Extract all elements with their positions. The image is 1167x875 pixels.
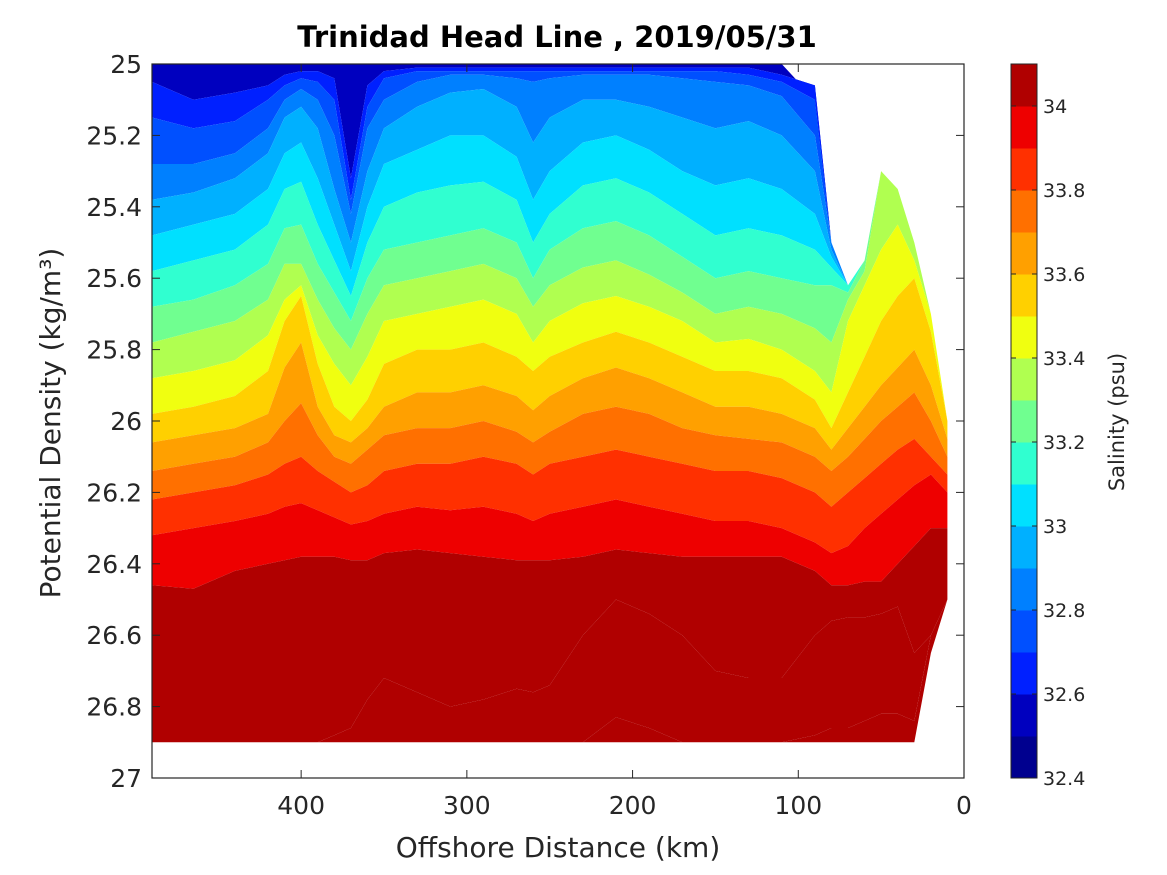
- colorbar-label: Salinity (psu): [1105, 353, 1129, 491]
- salinity-band-8: [152, 171, 948, 421]
- colorbar-swatch: [1011, 652, 1037, 695]
- y-tick-label: 25.2: [86, 121, 142, 150]
- salinity-band-11: [152, 278, 948, 450]
- y-axis-label: Potential Density (kg/m³): [34, 248, 67, 599]
- x-axis-label: Offshore Distance (km): [396, 831, 721, 864]
- colorbar-swatch: [1011, 568, 1037, 611]
- colorbar-swatch: [1011, 526, 1037, 569]
- salinity-band-7: [152, 171, 948, 421]
- x-tick-label: 0: [956, 791, 972, 820]
- colorbar-tick-label: 33.4: [1043, 348, 1085, 370]
- colorbar-swatch: [1011, 484, 1037, 527]
- colorbar-swatch: [1011, 694, 1037, 737]
- y-tick-label: 26: [110, 407, 142, 436]
- y-tick-label: 25: [110, 50, 142, 79]
- salinity-band-17: [152, 599, 948, 743]
- colorbar-swatch: [1011, 232, 1037, 275]
- colorbar-tick-label: 32.8: [1043, 600, 1085, 622]
- x-tick-label: 100: [774, 791, 822, 820]
- colorbar-tick-label: 34: [1043, 96, 1067, 118]
- colorbar-swatch: [1011, 64, 1037, 107]
- colorbar-swatch: [1011, 610, 1037, 653]
- colorbar-tick-label: 33: [1043, 516, 1067, 538]
- y-axis: 25 25.2 25.4 25.6 25.8 26 26.2 26.4 26.6 26.8 27: [86, 50, 964, 793]
- salinity-band-15: [152, 474, 948, 589]
- colorbar-swatch: [1011, 442, 1037, 485]
- x-axis: 400 300 200 100 0: [277, 64, 972, 820]
- salinity-band-6: [152, 135, 948, 421]
- colorbar-swatch: [1011, 148, 1037, 191]
- y-tick-label: 25.8: [86, 336, 142, 365]
- salinity-band-9: [152, 171, 948, 421]
- salinity-band-2: [152, 67, 948, 421]
- y-tick-label: 26.4: [86, 550, 142, 579]
- x-tick-label: 200: [609, 791, 657, 820]
- salinity-contour-fills: [152, 64, 948, 743]
- colorbar-swatch: [1011, 358, 1037, 401]
- y-tick-label: 27: [110, 764, 142, 793]
- x-tick-label: 400: [277, 791, 325, 820]
- x-tick-label: 300: [443, 791, 491, 820]
- colorbar-swatch: [1011, 400, 1037, 443]
- salinity-band-5: [152, 89, 948, 421]
- salinity-band-18: [152, 599, 948, 743]
- y-tick-label: 26.2: [86, 478, 142, 507]
- salinity-band-13: [152, 392, 948, 507]
- colorbar-tick-label: 32.6: [1043, 684, 1085, 706]
- y-tick-label: 25.4: [86, 193, 142, 222]
- colorbar-tick-label: 33.8: [1043, 180, 1085, 202]
- colorbar-swatch: [1011, 106, 1037, 149]
- colorbar-swatch: [1011, 274, 1037, 317]
- colorbar-tick-label: 33.6: [1043, 264, 1085, 286]
- colorbar-swatch: [1011, 316, 1037, 359]
- salinity-band-12: [152, 342, 948, 471]
- salinity-band-1: [152, 64, 948, 421]
- salinity-band-14: [152, 438, 948, 554]
- y-tick-label: 26.8: [86, 693, 142, 722]
- y-tick-label: 25.6: [86, 264, 142, 293]
- colorbar-frame: [1010, 63, 1038, 779]
- chart-title: Trinidad Head Line , 2019/05/31: [297, 20, 817, 54]
- colorbar-tick-label: 32.4: [1043, 768, 1085, 790]
- colorbar-swatch: [1011, 190, 1037, 233]
- colorbar-tick-label: 33.2: [1043, 432, 1085, 454]
- salinity-band-16: [152, 528, 948, 743]
- colorbar-swatch: [1011, 736, 1037, 779]
- y-tick-label: 26.6: [86, 621, 142, 650]
- colorbar: 32.4 32.6 32.8 33 33.2 33.4 33.6 33.8 34: [1010, 63, 1085, 790]
- salinity-band-10: [152, 224, 948, 429]
